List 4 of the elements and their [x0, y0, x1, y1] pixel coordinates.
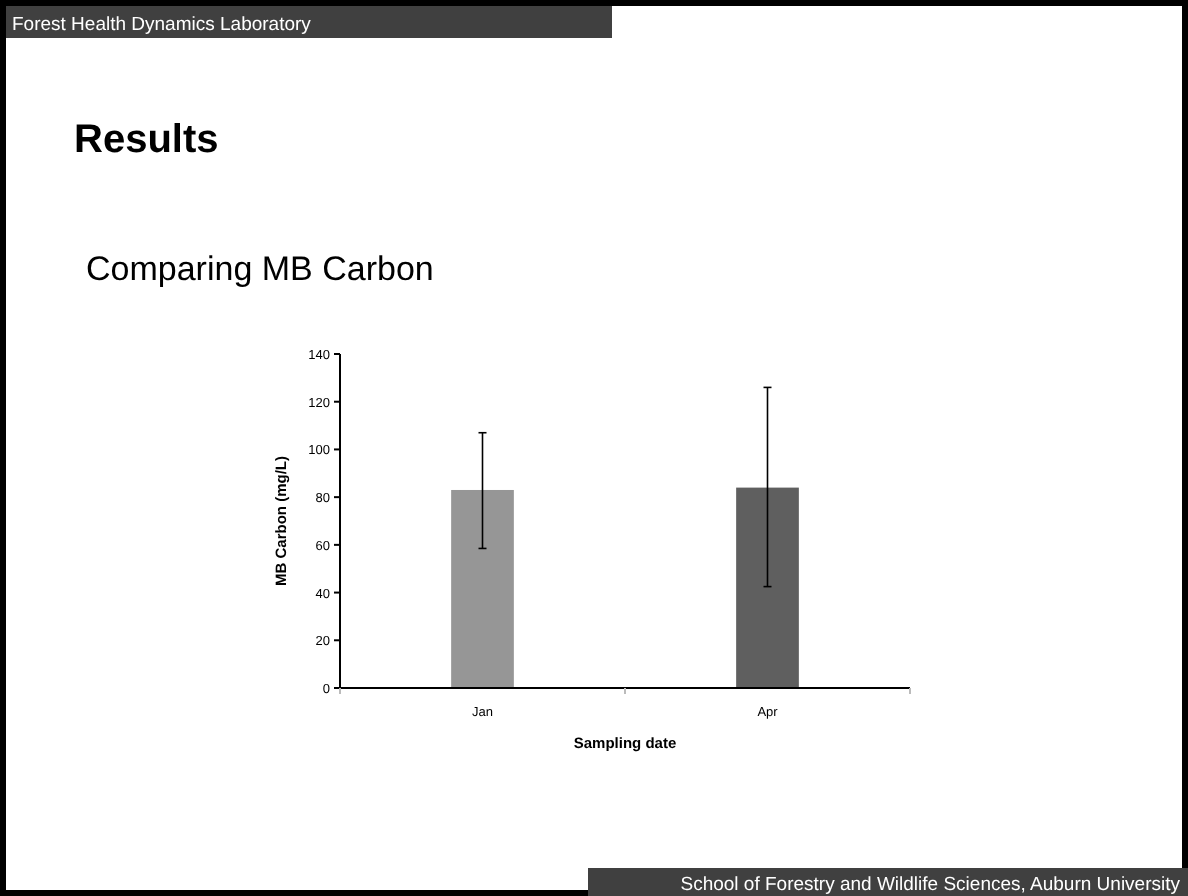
- text: Forest Health Dynamics Laboratory: [12, 14, 312, 36]
- chart-subtitle: Comparing MB Carbon: [86, 250, 434, 288]
- text: School of Forestry and Wildlife Sciences, Auburn University: [680, 874, 1181, 896]
- chart-title: Results: [74, 118, 219, 162]
